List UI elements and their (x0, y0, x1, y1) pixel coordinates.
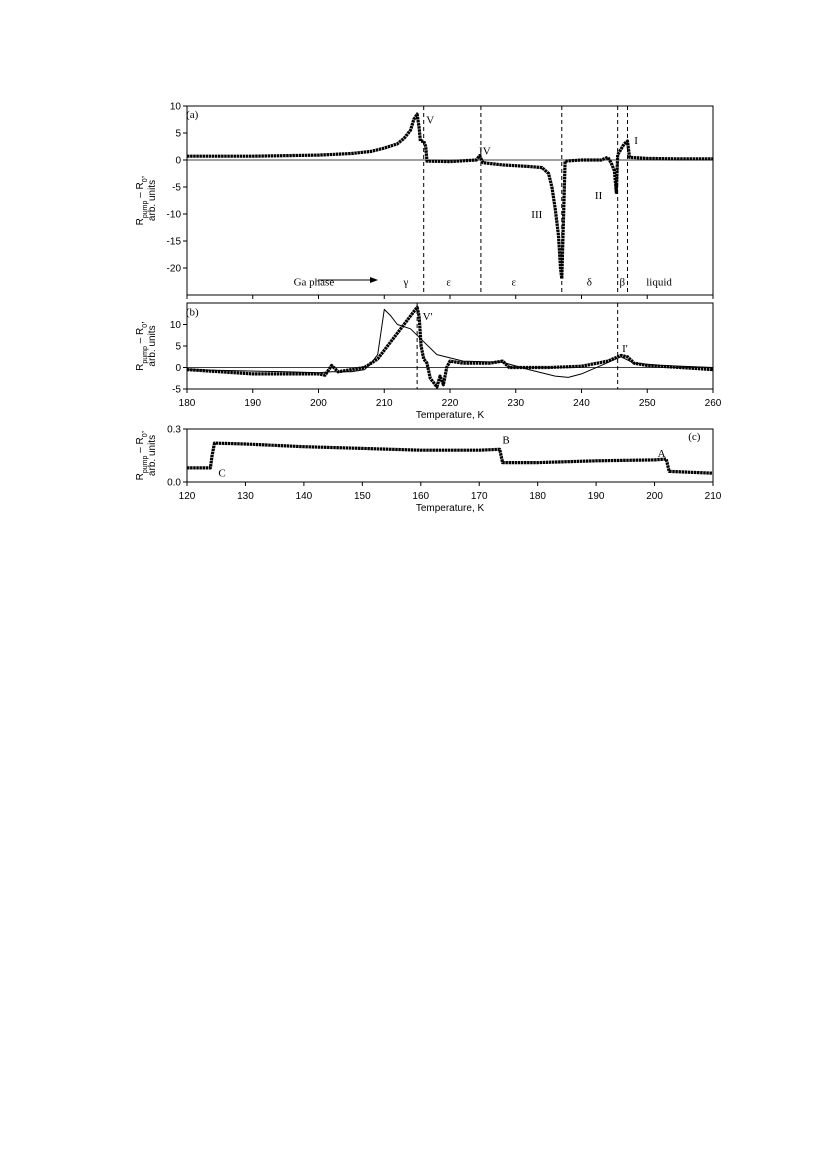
annotation: C (218, 467, 225, 479)
y-tick-label: 5 (175, 129, 181, 140)
y-tick-label: -5 (172, 183, 181, 194)
annotation: III (531, 209, 542, 221)
x-tick-label: 210 (705, 491, 722, 502)
y-tick-label: -20 (167, 264, 182, 275)
annotation: V (426, 115, 434, 127)
y-axis-label-part: pump (142, 346, 149, 364)
plot-frame (186, 428, 714, 483)
y-tick-label: 0 (175, 156, 181, 167)
y-axis-label: Rpump – R0, (135, 176, 149, 226)
y-axis-label-part: pump (142, 201, 149, 219)
x-axis-label: Temperature, K (416, 410, 485, 421)
y-axis-label-part: – R (135, 437, 146, 455)
x-tick-label: 130 (237, 491, 254, 502)
plot-frame (186, 302, 714, 390)
data-line (186, 308, 714, 378)
annotation: IV (479, 145, 491, 157)
y-axis-label: Rpump – R0, (135, 321, 149, 371)
annotation: B (502, 435, 509, 447)
annotation: II (595, 190, 603, 202)
y-axis-label-part: – R (135, 328, 146, 346)
annotation: δ (587, 277, 592, 289)
x-tick-label: 190 (588, 491, 605, 502)
x-tick-label: 170 (471, 491, 488, 502)
annotation: I (634, 135, 638, 147)
annotation: ε (446, 277, 451, 289)
annotation: Ga phase (294, 277, 335, 289)
x-tick-label: 160 (412, 491, 429, 502)
data-line (187, 441, 714, 475)
x-tick-label: 180 (529, 491, 546, 502)
y-axis-label-part: 0 (142, 433, 149, 437)
panel-label: (a) (186, 109, 199, 121)
data-line (187, 112, 713, 281)
y-axis-label-part: , (135, 176, 146, 179)
x-tick-label: 210 (376, 398, 393, 409)
panel-label: (c) (688, 431, 701, 443)
x-tick-label: 220 (442, 398, 459, 409)
annotation: ε (511, 277, 516, 289)
y-axis-label: Rpump – R0, (135, 431, 149, 481)
y-axis-label: arb. units (147, 325, 158, 366)
annotation: γ (403, 277, 409, 289)
y-tick-label: 0.3 (167, 425, 181, 436)
y-tick-label: 0 (175, 363, 181, 374)
x-tick-label: 180 (179, 398, 196, 409)
x-tick-label: 190 (244, 398, 261, 409)
y-axis-label-part: R (135, 218, 146, 225)
x-tick-label: 120 (179, 491, 196, 502)
y-tick-label: 0.0 (167, 478, 181, 489)
y-axis-label-part: – R (135, 182, 146, 200)
panel-label: (b) (186, 307, 199, 319)
annotation: V' (423, 311, 433, 323)
y-axis-label-part: pump (142, 456, 149, 474)
x-tick-label: 250 (639, 398, 656, 409)
data-line (186, 305, 714, 389)
x-tick-label: 150 (354, 491, 371, 502)
x-axis-label: Temperature, K (416, 503, 485, 514)
x-tick-label: 230 (507, 398, 524, 409)
y-axis-label-part: 0 (142, 324, 149, 328)
y-tick-label: 5 (175, 342, 181, 353)
annotation: I' (622, 343, 628, 355)
annotation: liquid (646, 277, 672, 289)
y-axis-label: arb. units (147, 435, 158, 476)
y-tick-label: -15 (167, 237, 182, 248)
x-tick-label: 240 (573, 398, 590, 409)
y-tick-label: 10 (170, 320, 182, 331)
y-axis-label-part: , (135, 321, 146, 324)
y-axis-label-part: R (135, 473, 146, 480)
y-tick-label: -10 (167, 210, 182, 221)
annotation: β (619, 277, 625, 289)
x-tick-label: 200 (646, 491, 663, 502)
y-axis-label-part: 0 (142, 178, 149, 182)
y-tick-label: 10 (170, 102, 182, 113)
annotation: A (658, 448, 666, 460)
y-axis-label: arb. units (147, 180, 158, 221)
x-tick-label: 200 (310, 398, 327, 409)
y-axis-label-part: , (135, 431, 146, 434)
y-tick-label: -5 (172, 385, 181, 396)
x-tick-label: 140 (296, 491, 313, 502)
y-axis-label-part: R (135, 364, 146, 371)
x-tick-label: 260 (705, 398, 722, 409)
